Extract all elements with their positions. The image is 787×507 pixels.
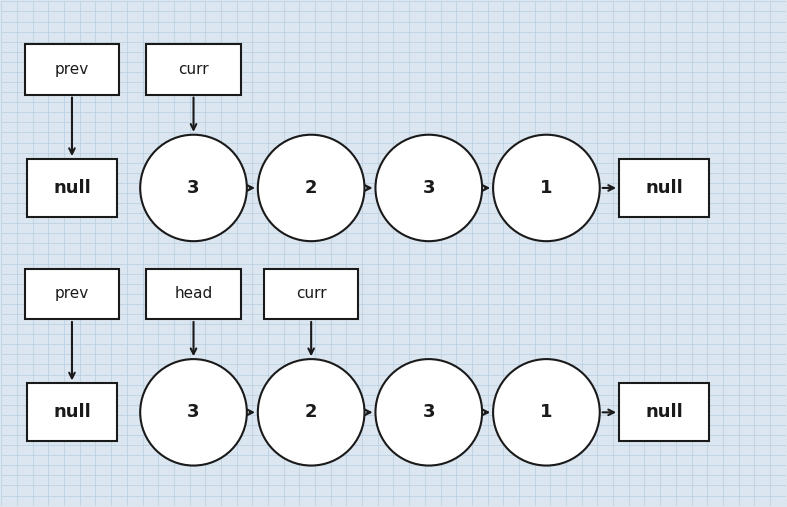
Bar [27,383,117,441]
Bar [27,159,117,217]
Bar [25,269,119,319]
Text: null: null [645,404,683,421]
Text: 1: 1 [540,179,552,197]
Text: null: null [53,404,91,421]
Bar [146,269,241,319]
Bar [25,44,119,95]
Text: 3: 3 [423,404,435,421]
Text: null: null [53,179,91,197]
Ellipse shape [258,359,364,465]
Text: prev: prev [55,286,89,301]
Text: 2: 2 [305,179,317,197]
Bar [619,159,709,217]
Text: curr: curr [178,62,209,77]
Text: 3: 3 [423,179,435,197]
Text: 3: 3 [187,179,200,197]
Text: 1: 1 [540,404,552,421]
Text: 3: 3 [187,404,200,421]
Text: null: null [645,179,683,197]
Text: prev: prev [55,62,89,77]
Ellipse shape [140,359,247,465]
Bar [264,269,358,319]
Ellipse shape [375,135,482,241]
Ellipse shape [140,135,247,241]
Text: curr: curr [296,286,327,301]
Bar [619,383,709,441]
Text: 2: 2 [305,404,317,421]
Ellipse shape [493,135,600,241]
Ellipse shape [375,359,482,465]
Bar [146,44,241,95]
Text: head: head [175,286,212,301]
Ellipse shape [493,359,600,465]
Ellipse shape [258,135,364,241]
